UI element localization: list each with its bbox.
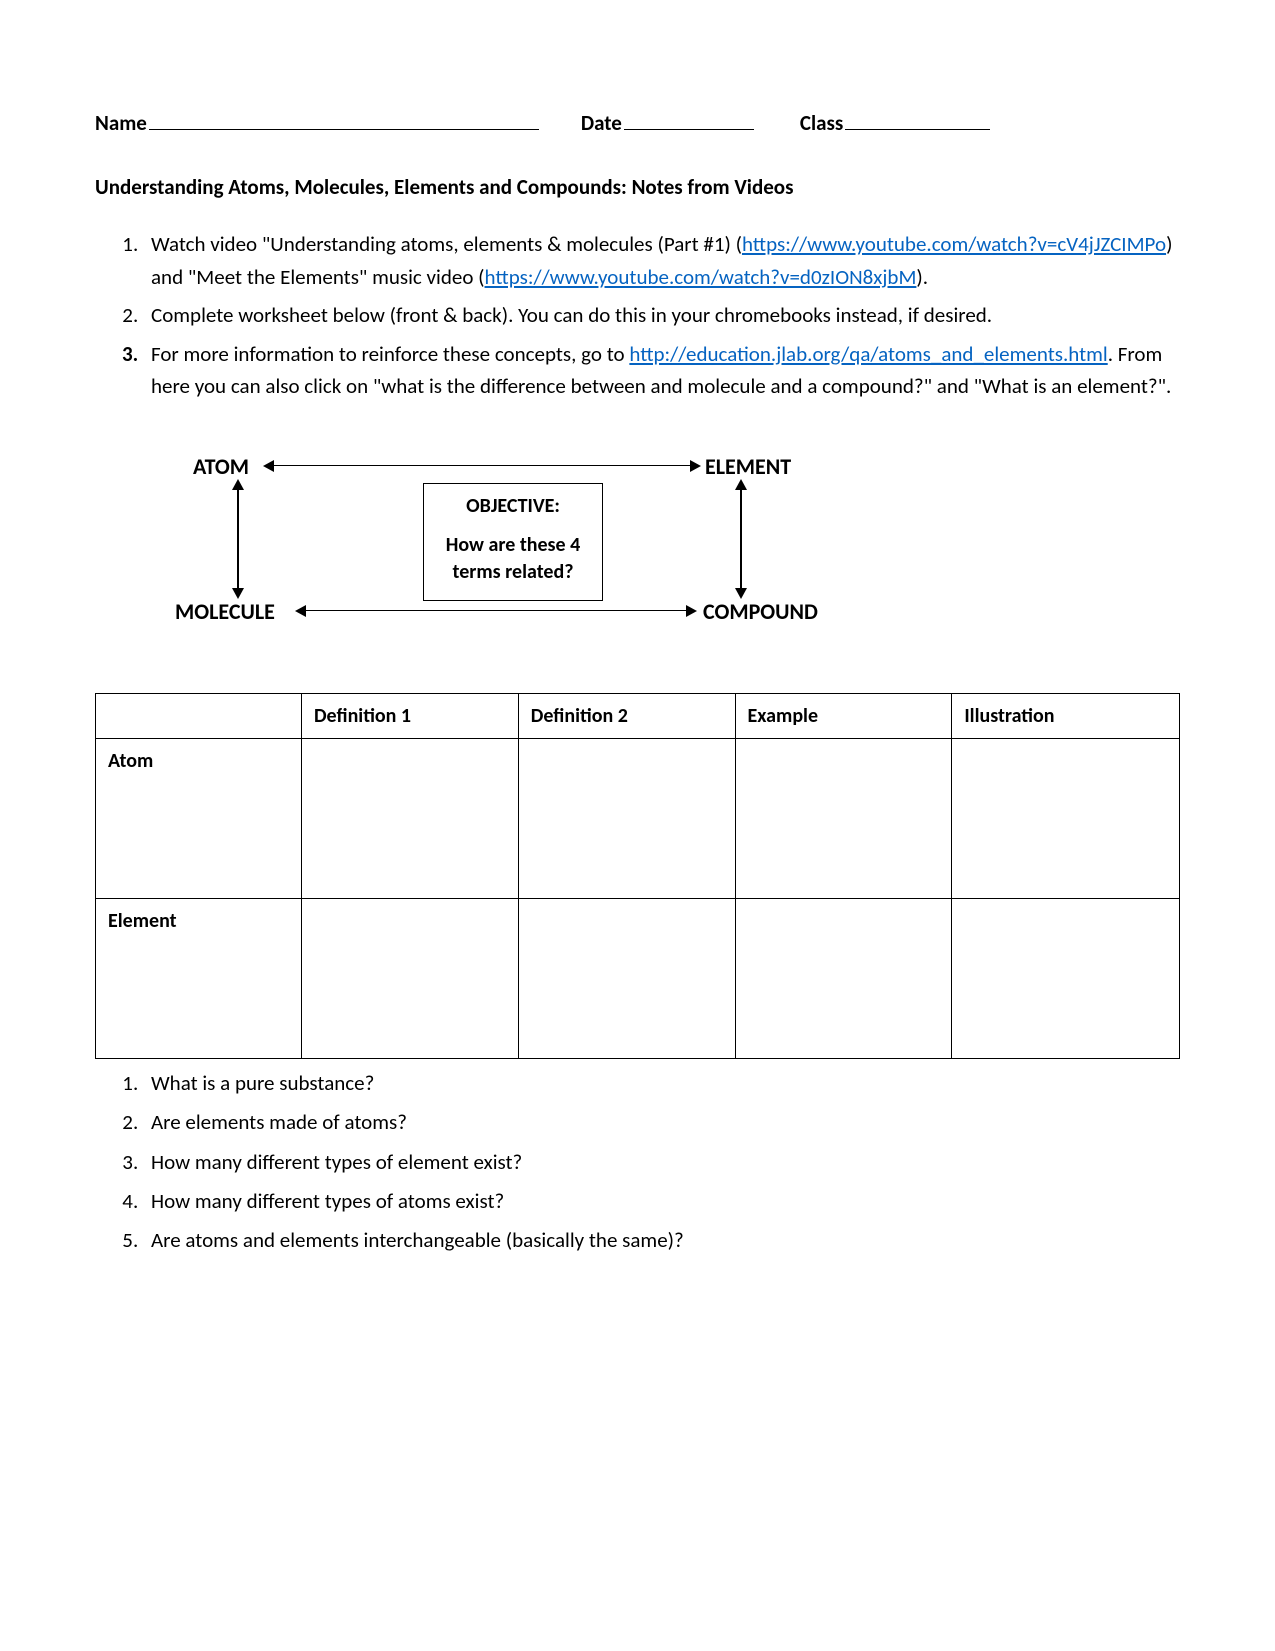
arrowhead-right-up [735, 479, 747, 490]
name-label: Name [95, 110, 147, 136]
objective-title: OBJECTIVE: [438, 494, 588, 518]
name-blank[interactable] [149, 129, 539, 130]
diagram-label-compound: COMPOUND [703, 598, 818, 625]
table-row: Element [96, 898, 1180, 1058]
cell-atom-def2[interactable] [518, 738, 735, 898]
concept-diagram: ATOM ELEMENT MOLECULE COMPOUND OBJECTIVE… [155, 453, 875, 633]
date-blank[interactable] [624, 129, 754, 130]
questions-list: What is a pure substance? Are elements m… [95, 1069, 1180, 1256]
arrowhead-left-up [232, 479, 244, 490]
arrow-left [237, 489, 239, 589]
instruction-1-text-a: Watch video "Understanding atoms, elemen… [151, 231, 742, 257]
objective-box: OBJECTIVE: How are these 4 terms related… [423, 483, 603, 601]
row-label-element: Element [96, 898, 302, 1058]
worksheet-title: Understanding Atoms, Molecules, Elements… [95, 174, 1180, 200]
cell-atom-example[interactable] [735, 738, 952, 898]
question-5: Are atoms and elements interchangeable (… [143, 1226, 1180, 1255]
arrow-bottom [305, 610, 687, 612]
col-blank [96, 693, 302, 738]
cell-element-def2[interactable] [518, 898, 735, 1058]
question-4: How many different types of atoms exist? [143, 1187, 1180, 1216]
arrowhead-top-left [263, 460, 274, 472]
table-header-row: Definition 1 Definition 2 Example Illust… [96, 693, 1180, 738]
definitions-table: Definition 1 Definition 2 Example Illust… [95, 693, 1180, 1059]
cell-element-def1[interactable] [301, 898, 518, 1058]
instruction-1: Watch video "Understanding atoms, elemen… [143, 228, 1180, 293]
date-label: Date [581, 110, 622, 136]
arrowhead-left-down [232, 588, 244, 599]
video-link-1[interactable]: https://www.youtube.com/watch?v=cV4jJZCI… [742, 231, 1166, 257]
arrowhead-bottom-right [686, 605, 697, 617]
instruction-3: For more information to reinforce these … [143, 338, 1180, 403]
diagram-label-atom: ATOM [193, 453, 249, 480]
arrow-top [273, 465, 691, 467]
diagram-label-molecule: MOLECULE [175, 598, 275, 625]
class-label: Class [800, 110, 843, 136]
row-label-atom: Atom [96, 738, 302, 898]
col-def1: Definition 1 [301, 693, 518, 738]
instructions-list: Watch video "Understanding atoms, elemen… [95, 228, 1180, 403]
header-fields: Name Date Class [95, 110, 1180, 136]
table-row: Atom [96, 738, 1180, 898]
arrow-right [740, 489, 742, 589]
diagram-label-element: ELEMENT [705, 453, 791, 480]
cell-atom-def1[interactable] [301, 738, 518, 898]
question-2: Are elements made of atoms? [143, 1108, 1180, 1137]
class-blank[interactable] [845, 129, 990, 130]
objective-question: How are these 4 terms related? [438, 532, 588, 586]
arrowhead-top-right [690, 460, 701, 472]
col-illustration: Illustration [952, 693, 1180, 738]
instruction-2: Complete worksheet below (front & back).… [143, 299, 1180, 332]
question-3: How many different types of element exis… [143, 1148, 1180, 1177]
instruction-3-text-a: For more information to reinforce these … [151, 341, 629, 367]
col-example: Example [735, 693, 952, 738]
instruction-1-text-c: ). [916, 264, 928, 290]
cell-element-illustration[interactable] [952, 898, 1180, 1058]
question-1: What is a pure substance? [143, 1069, 1180, 1098]
arrowhead-bottom-left [295, 605, 306, 617]
cell-element-example[interactable] [735, 898, 952, 1058]
cell-atom-illustration[interactable] [952, 738, 1180, 898]
reference-link[interactable]: http://education.jlab.org/qa/atoms_and_e… [629, 341, 1107, 367]
worksheet-page: Name Date Class Understanding Atoms, Mol… [0, 0, 1275, 1651]
col-def2: Definition 2 [518, 693, 735, 738]
arrowhead-right-down [735, 588, 747, 599]
video-link-2[interactable]: https://www.youtube.com/watch?v=d0zION8x… [485, 264, 917, 290]
